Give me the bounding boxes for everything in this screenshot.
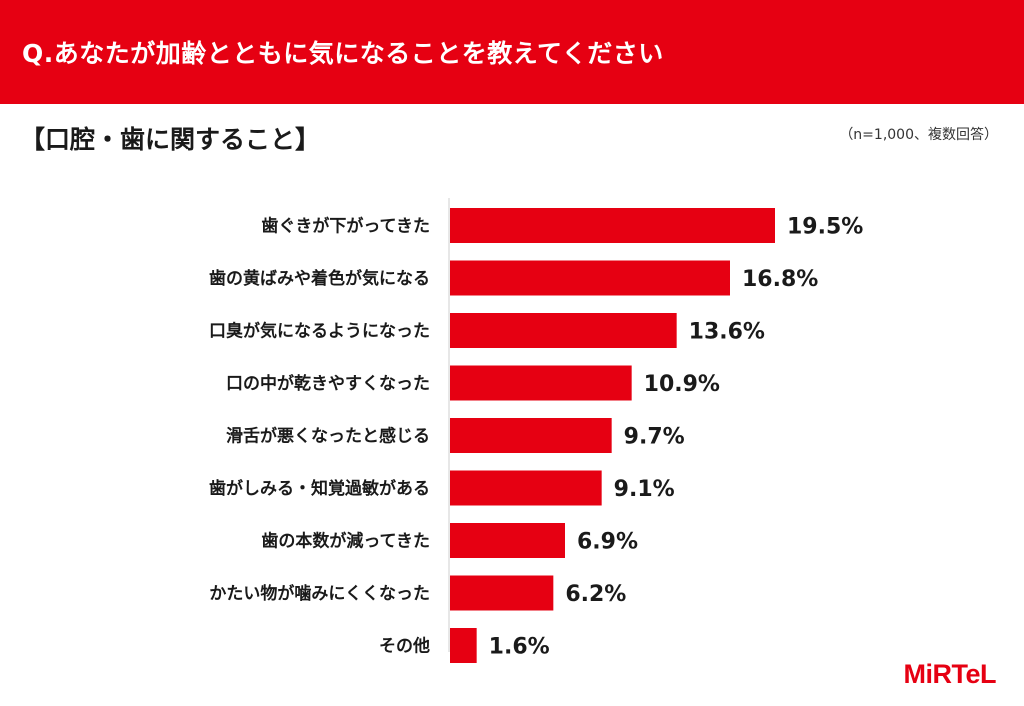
value-label: 6.2% — [565, 582, 626, 607]
bar — [450, 628, 477, 663]
category-label: 歯の本数が減ってきた — [261, 531, 430, 552]
category-label: 滑舌が悪くなったと感じる — [226, 426, 430, 447]
bar — [450, 575, 554, 611]
category-label: 口臭が気になるようになった — [209, 321, 430, 342]
value-label: 10.9% — [644, 372, 720, 397]
category-label: 歯の黄ばみや着色が気になる — [209, 268, 430, 289]
bar — [450, 470, 602, 506]
sample-note: （n=1,000、複数回答） — [839, 127, 998, 143]
value-label: 1.6% — [489, 635, 550, 660]
value-label: 16.8% — [742, 267, 818, 292]
bar — [450, 523, 565, 558]
value-label: 6.9% — [577, 530, 638, 555]
value-label: 9.7% — [624, 425, 685, 450]
value-label: 19.5% — [787, 215, 863, 240]
bar — [450, 313, 677, 348]
value-label: 9.1% — [614, 477, 675, 502]
section-title: 【口腔・歯に関すること】 — [20, 125, 321, 154]
category-label: かたい物が噛みにくくなった — [209, 583, 430, 604]
category-label: その他 — [379, 636, 430, 657]
bar — [450, 260, 730, 296]
bar — [450, 418, 612, 453]
bar — [450, 208, 775, 243]
category-label: 歯ぐきが下がってきた — [261, 216, 430, 237]
category-label: 口の中が乾きやすくなった — [226, 373, 430, 394]
bar — [450, 365, 632, 401]
question-header: Q.あなたが加齢とともに気になることを教えてください — [0, 0, 1024, 104]
question-title: Q.あなたが加齢とともに気になることを教えてください — [22, 39, 664, 68]
mirtel-logo: MiRTeL — [903, 659, 997, 689]
category-label: 歯がしみる・知覚過敏がある — [209, 478, 430, 499]
value-label: 13.6% — [689, 320, 765, 345]
